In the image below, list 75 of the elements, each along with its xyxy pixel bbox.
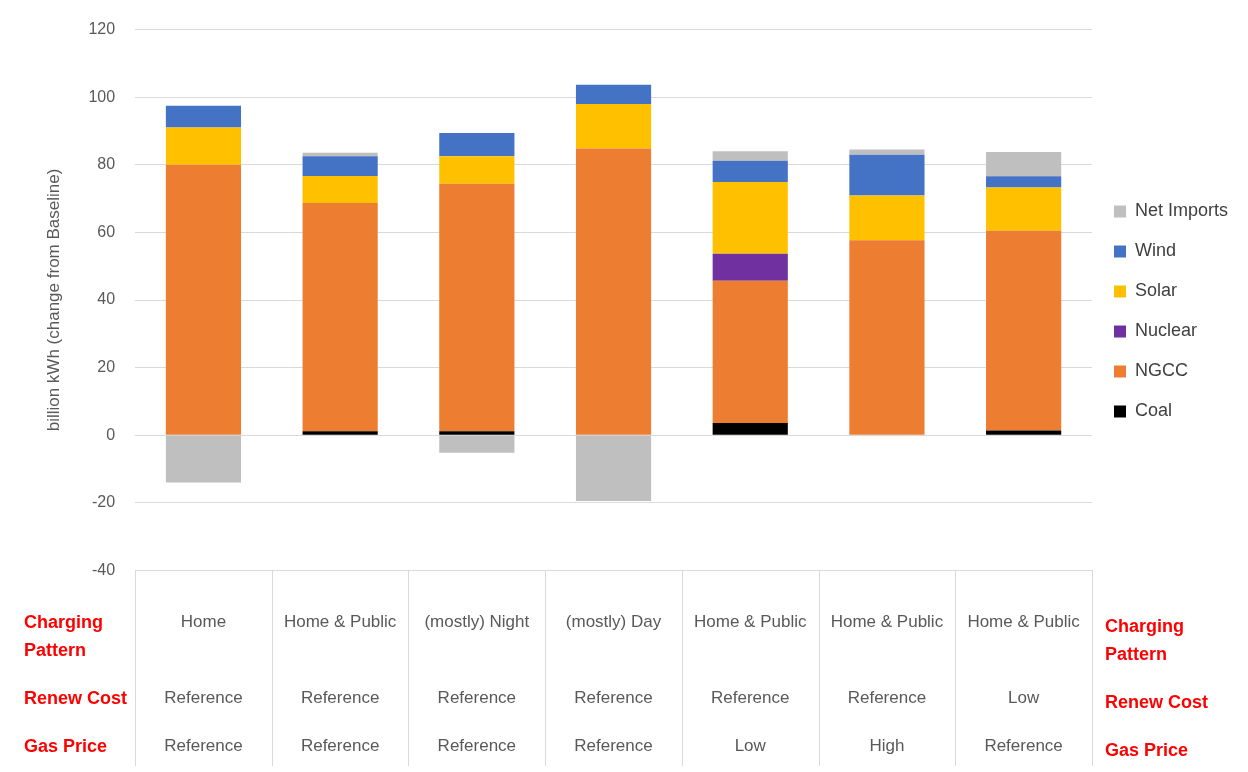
bar (849, 154, 925, 196)
category-label: Home (180, 612, 227, 631)
bar (712, 280, 788, 424)
bar (575, 148, 652, 435)
category-label: Reference (574, 736, 653, 755)
legend-label: Nuclear (1134, 320, 1198, 341)
y-tick-label: -40 (91, 560, 116, 578)
text: Gas Price (1105, 740, 1189, 760)
bar (575, 435, 652, 502)
category-label: Home & Public (694, 612, 807, 631)
legend-label: NGCC (1134, 360, 1188, 381)
bar (165, 105, 242, 128)
bar (849, 240, 925, 435)
text: Renew Cost (1105, 692, 1209, 712)
bar (986, 176, 1062, 188)
category-label: Home & Public (967, 612, 1080, 631)
bar (575, 84, 652, 104)
bar (712, 253, 788, 281)
category-label: Reference (574, 688, 653, 707)
bar (986, 151, 1062, 177)
y-tick-label: -20 (91, 493, 116, 511)
bar (302, 175, 378, 203)
category-label: Low (1008, 688, 1040, 707)
bar (439, 133, 515, 157)
text: Renew Cost (24, 687, 129, 710)
bar (575, 103, 652, 149)
category-label: Reference (437, 688, 517, 707)
category-label: Home & Public (283, 612, 397, 631)
category-label: (mostly) Day (565, 612, 662, 631)
y-tick-label: 40 (97, 290, 116, 308)
category-label: Reference (300, 688, 380, 707)
category-label: High (869, 736, 905, 755)
bar (849, 149, 925, 155)
bar (439, 431, 515, 435)
category-label: Reference (711, 688, 790, 707)
bar (165, 164, 242, 435)
y-axis-title: billion kWh (change from Baseline) (43, 168, 63, 432)
bar (849, 195, 925, 241)
bar (986, 230, 1062, 431)
bar (986, 187, 1062, 231)
text: Charging Pattern (24, 612, 103, 660)
category-label: Reference (164, 736, 243, 755)
category-label: Reference (984, 736, 1063, 755)
legend-label: Net Imports (1134, 200, 1229, 221)
y-tick-label: 80 (97, 155, 116, 173)
bar (439, 435, 515, 453)
bar (302, 156, 378, 176)
bar (712, 423, 788, 435)
bar (165, 435, 242, 483)
bar (986, 430, 1062, 435)
text: Charging Pattern (1105, 615, 1185, 666)
bar (302, 431, 378, 435)
y-tick-label: 120 (88, 20, 116, 38)
category-label: Reference (847, 688, 927, 707)
bar (439, 183, 515, 432)
text: Gas Price (24, 735, 109, 758)
category-label: Home & Public (830, 612, 944, 631)
y-tick-label: 60 (97, 222, 116, 240)
category-label: Reference (437, 736, 517, 755)
category-label: Low (734, 736, 766, 755)
legend-label: Wind (1134, 240, 1176, 261)
category-label: Reference (164, 688, 243, 707)
y-tick-label: 20 (97, 358, 116, 376)
bar (302, 202, 378, 432)
y-tick-label: 0 (106, 425, 116, 443)
bar (439, 156, 515, 184)
category-label: (mostly) Night (424, 612, 530, 631)
bar (712, 151, 788, 161)
legend-label: Coal (1134, 400, 1173, 421)
bar (712, 182, 788, 254)
category-label: Reference (300, 736, 380, 755)
bar (165, 127, 242, 165)
y-tick-label: 100 (88, 87, 116, 105)
legend-label: Solar (1134, 280, 1178, 301)
bar (712, 160, 788, 183)
